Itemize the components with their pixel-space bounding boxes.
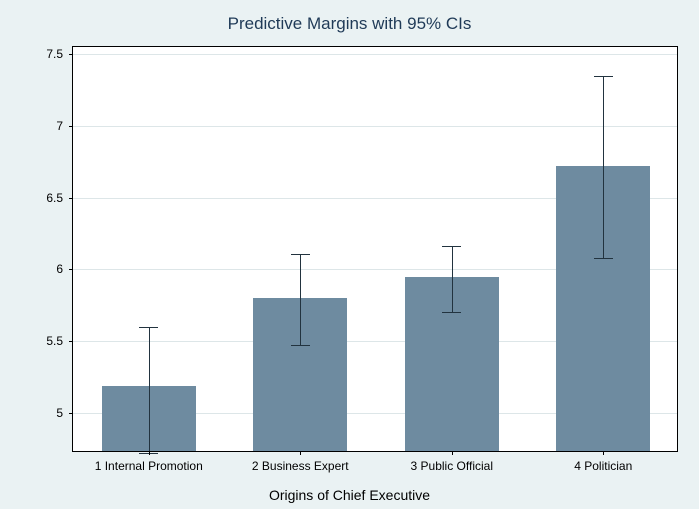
errorbar-cap-upper xyxy=(139,327,158,328)
x-tick-label: 2 Business Expert xyxy=(252,451,349,473)
y-tick-label: 5.5 xyxy=(46,334,73,348)
y-tick-label: 6 xyxy=(56,262,73,276)
x-tick-label: 4 Politician xyxy=(574,451,632,473)
errorbar xyxy=(300,254,301,346)
errorbar-cap-lower xyxy=(594,258,613,259)
gridline xyxy=(73,54,677,55)
y-tick-label: 7.5 xyxy=(46,47,73,61)
y-tick-label: 5 xyxy=(56,406,73,420)
errorbar-cap-upper xyxy=(442,246,461,247)
chart-title: Predictive Margins with 95% CIs xyxy=(0,14,699,34)
x-tick-label: 1 Internal Promotion xyxy=(95,451,203,473)
errorbar xyxy=(452,246,453,312)
x-axis-label: Origins of Chief Executive xyxy=(0,487,699,503)
errorbar xyxy=(149,327,150,453)
plot-area: 55.566.577.51 Internal Promotion2 Busine… xyxy=(72,46,678,452)
errorbar-cap-lower xyxy=(291,345,310,346)
y-tick-label: 6.5 xyxy=(46,191,73,205)
gridline xyxy=(73,126,677,127)
y-tick-label: 7 xyxy=(56,119,73,133)
errorbar-cap-upper xyxy=(594,76,613,77)
x-tick-label: 3 Public Official xyxy=(411,451,493,473)
chart-container: Predictive Margins with 95% CIs Public V… xyxy=(0,0,699,509)
errorbar-cap-lower xyxy=(442,312,461,313)
errorbar-cap-upper xyxy=(291,254,310,255)
errorbar xyxy=(603,76,604,258)
